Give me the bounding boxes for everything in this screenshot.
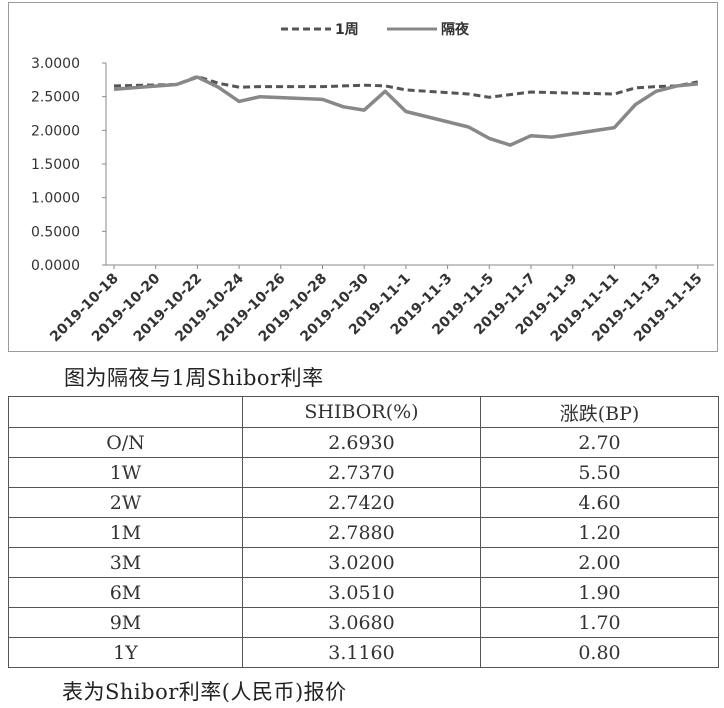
term-cell: 9M: [8, 607, 243, 638]
rate-cell: 3.0680: [242, 607, 481, 638]
term-cell: 2W: [8, 487, 243, 518]
chart-caption: 图为隔夜与1周Shibor利率: [64, 366, 324, 390]
y-tick-label: 1.0000: [31, 191, 80, 207]
term-cell: 3M: [8, 547, 243, 578]
legend-label: 隔夜: [441, 21, 470, 38]
y-tick-label: 0.0000: [31, 258, 80, 274]
y-tick-label: 0.5000: [31, 224, 80, 240]
rate-cell: 3.0200: [242, 547, 481, 578]
table-row: 1W 2.7370 5.50: [8, 457, 719, 488]
legend-label: 1周: [335, 22, 359, 38]
table-row: O/N 2.6930 2.70: [8, 427, 719, 458]
term-cell: 6M: [8, 577, 243, 608]
table-row: 3M 3.0200 2.00: [8, 547, 719, 578]
y-tick-label: 3.0000: [31, 56, 80, 72]
table-caption: 表为Shibor利率(人民币)报价: [62, 680, 347, 704]
change-cell: 2.00: [480, 547, 719, 578]
y-tick-label: 2.0000: [31, 123, 80, 139]
term-cell: 1W: [8, 457, 243, 488]
rate-cell: 2.7420: [242, 487, 481, 518]
table-row: 1Y 3.1160 0.80: [8, 637, 719, 668]
rate-cell: 2.6930: [242, 427, 481, 458]
chart-panel: 3.0000 2.5000 2.0000 1.5000 1.0000 0.5000 0.00…: [8, 2, 718, 352]
header-term: [8, 396, 243, 428]
shibor-line-chart: 3.0000 2.5000 2.0000 1.5000 1.0000 0.5000 0.00…: [31, 21, 714, 345]
table-row: 1M 2.7880 1.20: [8, 517, 719, 548]
table-row: 6M 3.0510 1.90: [8, 577, 719, 608]
change-cell: 0.80: [480, 637, 719, 668]
change-cell: 1.70: [480, 607, 719, 638]
rate-cell: 2.7880: [242, 517, 481, 548]
table-header-row: SHIBOR(%) 涨跌(BP): [8, 396, 719, 428]
term-cell: 1Y: [8, 637, 243, 668]
header-shibor: SHIBOR(%): [242, 396, 481, 428]
change-cell: 2.70: [480, 427, 719, 458]
change-cell: 5.50: [480, 457, 719, 488]
table-row: 9M 3.0680 1.70: [8, 607, 719, 638]
series-line-1week: [113, 75, 699, 99]
y-tick-label: 2.5000: [31, 90, 80, 106]
rate-cell: 3.0510: [242, 577, 481, 608]
header-change: 涨跌(BP): [480, 396, 719, 428]
term-cell: O/N: [8, 427, 243, 458]
shibor-rates-table: SHIBOR(%) 涨跌(BP) O/N 2.6930 2.70 1W 2.7370 5…: [8, 396, 719, 668]
rate-cell: 3.1160: [242, 637, 481, 668]
change-cell: 1.20: [480, 517, 719, 548]
rate-cell: 2.7370: [242, 457, 481, 488]
change-cell: 1.90: [480, 577, 719, 608]
change-cell: 4.60: [480, 487, 719, 518]
y-tick-label: 1.5000: [31, 157, 80, 173]
series-line-overnight: [113, 75, 698, 147]
table-row: 2W 2.7420 4.60: [8, 487, 719, 518]
term-cell: 1M: [8, 517, 243, 548]
